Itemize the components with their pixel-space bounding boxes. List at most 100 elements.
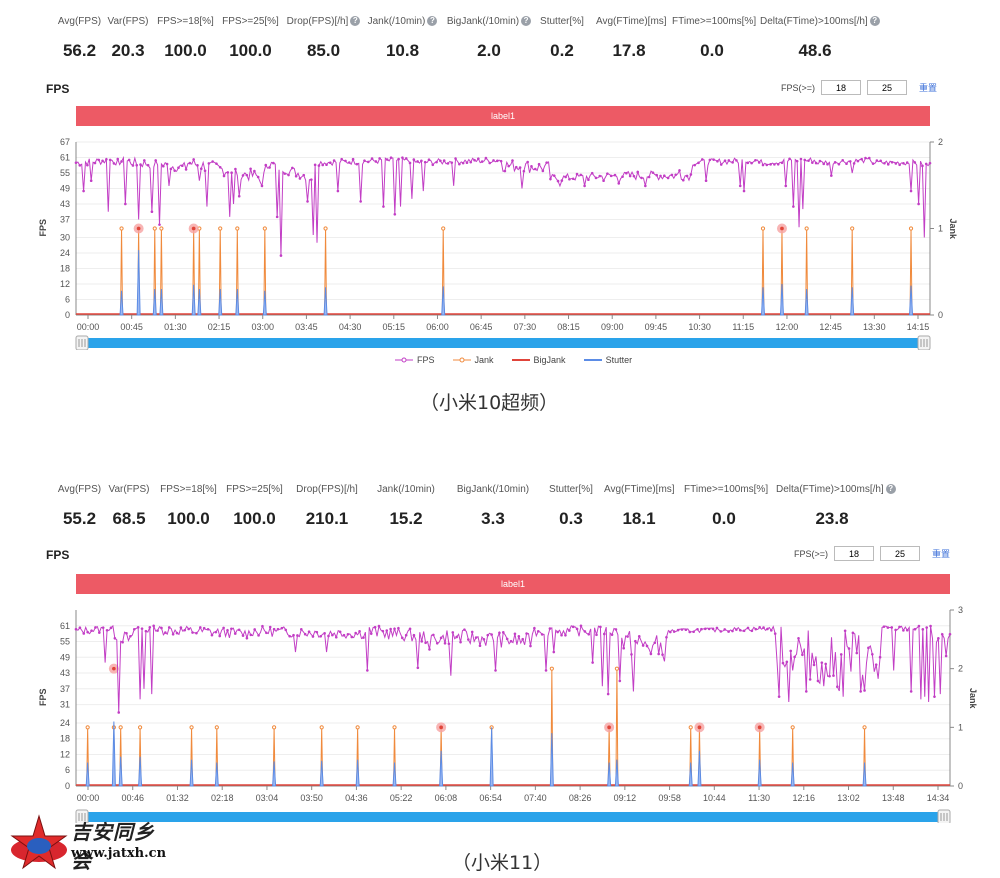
watermark-url: www.jatxh.cn (71, 846, 167, 861)
fps-point (781, 661, 785, 665)
fps-point (685, 174, 689, 178)
fps-point (874, 663, 878, 666)
fps-point (125, 631, 128, 635)
stat-label: Avg(FPS) (57, 16, 102, 27)
fps-point (659, 174, 662, 178)
threshold-input-2[interactable] (880, 546, 921, 561)
fps-point (299, 628, 303, 631)
fps-point (606, 172, 609, 175)
threshold-input-1[interactable] (821, 80, 862, 95)
legend-item-stutter[interactable]: Stutter (583, 355, 632, 365)
fps-point (370, 157, 374, 160)
label-bar[interactable]: label1 (76, 574, 950, 594)
fps-point (443, 641, 447, 645)
fps-point (490, 633, 493, 636)
fps-point (302, 173, 306, 177)
fps-point (127, 158, 131, 162)
y-tick-label: 55 (60, 637, 70, 647)
fps-chart-title: FPS (46, 82, 70, 96)
stutter-spike (355, 759, 360, 787)
fps-point (804, 690, 808, 693)
fps-point (359, 200, 362, 203)
x-tick-label: 04:36 (345, 793, 368, 803)
fps-point (226, 171, 230, 174)
y-tick-label: 12 (60, 749, 70, 759)
fps-point (249, 167, 252, 171)
fps-point (587, 178, 590, 182)
fps-point (268, 625, 272, 629)
fps-point (78, 164, 82, 167)
threshold-input-2[interactable] (867, 80, 908, 95)
stat-avg-fps: Avg(FPS) 55.2 (52, 484, 107, 529)
label-bar[interactable]: label1 (76, 106, 930, 126)
fps-point (703, 627, 707, 631)
fps-point (432, 633, 435, 637)
fps-point (540, 633, 544, 636)
fps-point (412, 158, 416, 161)
fps-point (154, 159, 158, 162)
x-tick-label: 00:00 (77, 322, 100, 332)
stutter-spike (136, 250, 141, 316)
fps-point (634, 639, 637, 643)
help-icon[interactable]: ? (350, 16, 361, 27)
y-tick-label: 30 (60, 233, 70, 243)
zoom-slider-track (76, 338, 930, 348)
fps-point (847, 647, 851, 650)
bigjank-point (757, 725, 762, 730)
fps-point (463, 628, 466, 631)
fps-point (617, 182, 621, 185)
fps-point (583, 184, 586, 188)
fps-point (350, 635, 354, 639)
fps-point (628, 174, 632, 178)
fps-point (86, 630, 89, 634)
fps-point (591, 661, 594, 664)
fps-point (837, 162, 841, 166)
legend-item-bigjank[interactable]: BigJank (511, 355, 566, 365)
jank-point (908, 226, 914, 231)
fps-point (351, 157, 355, 161)
legend-item-fps[interactable]: FPS (395, 355, 435, 365)
legend-item-jank[interactable]: Jank (452, 355, 494, 365)
stat-value: 2.0 (477, 41, 501, 60)
reset-button[interactable]: 重置 (932, 549, 951, 559)
fps-point (459, 640, 462, 644)
fps-point (841, 158, 845, 162)
fps-point (894, 162, 898, 165)
fps-point (82, 632, 86, 635)
fps-point (716, 159, 719, 163)
threshold-input-1[interactable] (834, 546, 875, 561)
fps-point (530, 165, 533, 168)
fps-point (886, 626, 890, 629)
fps-point (618, 679, 622, 683)
stat-value: 3.3 (481, 509, 505, 528)
x-tick-label: 00:45 (120, 322, 143, 332)
help-icon[interactable]: ? (521, 16, 532, 27)
fps-point (625, 171, 628, 175)
legend-line-jank (452, 357, 471, 363)
fps-line (75, 155, 931, 256)
help-icon[interactable]: ? (885, 484, 896, 495)
fps-point (799, 157, 803, 161)
fps-point (830, 174, 833, 177)
fps-point (765, 163, 769, 167)
legend-label: FPS (417, 355, 435, 365)
stutter-spike (614, 759, 619, 787)
stat-label-text: Delta(FTime)>100ms[/h] (776, 484, 884, 495)
stat-ftime100: FTime>=100ms[%] 0.0 (672, 16, 756, 61)
fps-point (362, 636, 365, 639)
fps-point (136, 626, 140, 629)
fps-point (902, 161, 905, 165)
help-icon[interactable]: ? (869, 16, 880, 27)
x-tick-label: 05:22 (390, 793, 413, 803)
reset-button[interactable]: 重置 (919, 83, 938, 93)
y-axis-label: FPS (38, 688, 48, 706)
fps-point (742, 189, 746, 193)
fps-point (851, 631, 855, 635)
fps-point (641, 644, 645, 647)
fps-point (347, 161, 351, 164)
stat-value: 10.8 (385, 41, 420, 60)
help-icon[interactable]: ? (427, 16, 438, 27)
stat-label: Delta(FTime)>100ms[/h]? (760, 16, 880, 27)
